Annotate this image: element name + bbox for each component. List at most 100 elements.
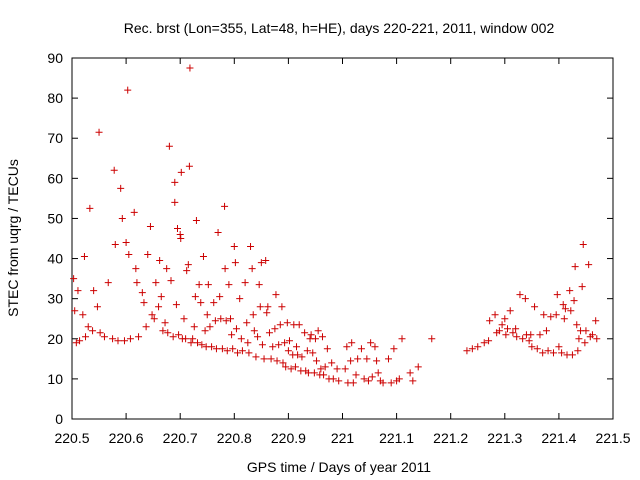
data-point-marker bbox=[491, 311, 499, 319]
data-point-marker bbox=[201, 327, 209, 335]
data-point-marker bbox=[521, 295, 529, 303]
data-point-marker bbox=[122, 239, 130, 247]
data-point-marker bbox=[304, 369, 312, 377]
data-point-marker bbox=[184, 261, 192, 269]
data-point-marker bbox=[502, 331, 510, 339]
data-point-marker bbox=[79, 311, 87, 319]
x-tick-label: 221.1 bbox=[379, 430, 414, 446]
data-point-marker bbox=[273, 357, 281, 365]
data-point-marker bbox=[76, 337, 84, 345]
data-point-marker bbox=[542, 327, 550, 335]
data-point-marker bbox=[360, 375, 368, 383]
y-axis-ticks: 0 10 20 30 40 50 60 70 80 90 bbox=[47, 50, 613, 427]
data-point-marker bbox=[173, 224, 181, 232]
x-tick-label: 221.3 bbox=[487, 430, 522, 446]
x-tick-label: 220.5 bbox=[54, 430, 89, 446]
data-point-marker bbox=[573, 321, 581, 329]
data-point-marker bbox=[171, 178, 179, 186]
data-point-marker bbox=[528, 343, 536, 351]
data-point-marker bbox=[371, 343, 379, 351]
data-point-marker bbox=[313, 357, 321, 365]
data-point-marker bbox=[486, 317, 494, 325]
x-tick-label: 220.6 bbox=[109, 430, 144, 446]
data-point-marker bbox=[237, 335, 245, 343]
data-point-marker bbox=[177, 235, 185, 242]
y-tick-label: 70 bbox=[47, 130, 63, 146]
data-point-marker bbox=[275, 341, 283, 349]
data-point-marker bbox=[95, 128, 103, 136]
data-point-marker bbox=[509, 329, 517, 337]
data-point-marker bbox=[357, 345, 365, 353]
data-point-marker bbox=[265, 329, 273, 337]
data-point-marker bbox=[223, 347, 231, 355]
data-point-marker bbox=[194, 339, 202, 347]
data-point-marker bbox=[186, 64, 194, 72]
data-point-marker bbox=[561, 305, 569, 313]
data-point-marker bbox=[293, 343, 301, 351]
data-point-marker bbox=[414, 363, 422, 371]
data-point-marker bbox=[238, 347, 246, 355]
data-point-marker bbox=[373, 357, 381, 365]
data-point-marker bbox=[230, 243, 238, 251]
data-point-marker bbox=[248, 265, 256, 273]
data-point-marker bbox=[519, 335, 527, 343]
data-point-marker bbox=[582, 327, 590, 335]
data-point-marker bbox=[281, 339, 289, 347]
data-point-marker bbox=[164, 329, 172, 337]
data-point-marker bbox=[321, 363, 329, 371]
data-point-marker bbox=[172, 301, 180, 309]
data-point-marker bbox=[294, 351, 302, 359]
data-point-marker bbox=[244, 339, 252, 347]
data-point-marker bbox=[176, 230, 184, 238]
data-point-marker bbox=[276, 321, 284, 329]
data-point-marker bbox=[249, 311, 257, 319]
data-point-marker bbox=[252, 353, 260, 361]
data-point-marker bbox=[525, 337, 533, 345]
data-point-marker bbox=[165, 142, 173, 150]
data-point-marker bbox=[161, 319, 169, 327]
data-point-marker bbox=[150, 315, 158, 323]
data-point-marker bbox=[254, 333, 262, 341]
y-tick-label: 40 bbox=[47, 251, 63, 267]
y-tick-label: 50 bbox=[47, 210, 63, 226]
data-point-marker bbox=[182, 335, 190, 343]
data-point-marker bbox=[135, 333, 143, 341]
data-point-marker bbox=[409, 377, 417, 385]
data-point-marker bbox=[192, 216, 200, 224]
data-point-marker bbox=[124, 86, 132, 94]
y-tick-label: 20 bbox=[47, 331, 63, 347]
data-point-marker bbox=[501, 315, 509, 323]
data-point-marker bbox=[211, 317, 219, 325]
data-point-marker bbox=[368, 373, 376, 381]
data-point-marker bbox=[74, 287, 82, 295]
data-point-marker bbox=[474, 343, 482, 351]
data-point-marker bbox=[197, 299, 205, 307]
data-point-marker bbox=[125, 251, 133, 259]
data-point-marker bbox=[70, 275, 78, 283]
data-point-marker bbox=[480, 339, 488, 347]
data-point-marker bbox=[463, 347, 471, 355]
data-point-marker bbox=[93, 303, 101, 311]
data-point-marker bbox=[117, 184, 125, 192]
data-point-marker bbox=[191, 293, 199, 301]
data-point-marker bbox=[566, 287, 574, 295]
plot-frame bbox=[71, 57, 614, 420]
data-point-marker bbox=[558, 349, 566, 357]
data-point-marker bbox=[317, 365, 325, 373]
y-axis-label: STEC from uqrg / TECUs bbox=[5, 159, 21, 317]
data-point-marker bbox=[156, 257, 164, 265]
data-point-marker bbox=[354, 355, 362, 363]
data-point-marker bbox=[159, 327, 167, 335]
data-point-marker bbox=[506, 307, 514, 315]
data-point-marker bbox=[283, 319, 291, 327]
data-point-marker bbox=[198, 341, 206, 349]
data-point-marker bbox=[118, 214, 126, 222]
data-point-marker bbox=[575, 335, 583, 343]
data-point-marker bbox=[485, 337, 493, 345]
x-tick-label: 220.7 bbox=[163, 430, 198, 446]
data-point-marker bbox=[560, 315, 568, 323]
data-point-marker bbox=[255, 281, 263, 289]
data-point-marker bbox=[348, 339, 356, 347]
y-tick-label: 10 bbox=[47, 371, 63, 387]
data-point-marker bbox=[343, 343, 351, 351]
